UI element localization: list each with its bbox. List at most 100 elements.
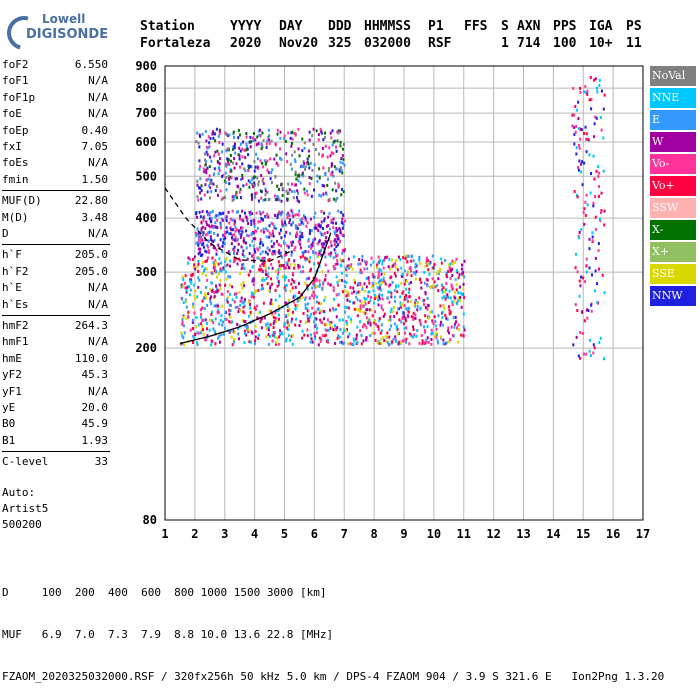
- echo-point: [184, 274, 187, 278]
- echo-point: [197, 331, 200, 335]
- echo-point: [212, 154, 215, 158]
- echo-point: [235, 295, 238, 299]
- echo-point: [594, 215, 597, 219]
- echo-point: [244, 319, 247, 323]
- echo-point: [430, 310, 433, 314]
- echo-point: [206, 245, 209, 249]
- header-row1-cell-1: YYYY: [230, 19, 262, 34]
- echo-point: [584, 125, 587, 129]
- echo-point: [195, 325, 198, 329]
- echo-point: [343, 163, 346, 167]
- echo-point: [253, 291, 256, 295]
- echo-point: [342, 213, 345, 217]
- echo-point: [238, 324, 241, 328]
- echo-point: [215, 284, 218, 288]
- echo-point: [259, 189, 262, 193]
- echo-point: [351, 343, 354, 347]
- echo-point: [247, 166, 250, 170]
- echo-point: [248, 185, 251, 189]
- echo-point: [292, 295, 295, 299]
- echo-point: [200, 197, 203, 201]
- echo-point: [243, 300, 246, 304]
- echo-point: [357, 282, 360, 286]
- echo-point: [229, 259, 232, 263]
- echo-point: [597, 194, 600, 198]
- param-row: foF1 N/A: [2, 74, 108, 91]
- echo-point: [337, 243, 340, 247]
- echo-point: [365, 316, 368, 320]
- echo-point: [343, 341, 346, 345]
- echo-point: [206, 178, 209, 182]
- echo-point: [275, 161, 278, 165]
- echo-point: [302, 160, 305, 164]
- echo-point: [287, 131, 290, 135]
- echo-point: [210, 216, 213, 220]
- echo-point: [371, 281, 374, 285]
- echo-point: [403, 304, 406, 308]
- echo-point: [206, 278, 209, 282]
- echo-point: [239, 303, 242, 307]
- header-row1-cell-3: DDD: [328, 19, 352, 34]
- echo-point: [266, 168, 269, 172]
- param-value: N/A: [88, 74, 108, 88]
- param-key: MUF(D): [2, 194, 42, 208]
- echo-point: [372, 275, 375, 279]
- echo-point: [208, 318, 211, 322]
- echo-point: [228, 177, 231, 181]
- echo-point: [216, 185, 219, 189]
- echo-point: [277, 187, 280, 191]
- echo-point: [335, 240, 338, 244]
- echo-point: [393, 322, 396, 326]
- echo-point: [212, 261, 215, 265]
- echo-point: [380, 341, 383, 345]
- echo-point: [430, 328, 433, 332]
- echo-point: [272, 315, 275, 319]
- echo-point: [283, 234, 286, 238]
- echo-point: [284, 313, 287, 317]
- echo-point: [293, 263, 296, 267]
- echo-point: [378, 295, 381, 299]
- echo-point: [463, 275, 466, 279]
- echo-point: [253, 181, 256, 185]
- echo-point: [181, 275, 184, 279]
- echo-point: [405, 279, 408, 283]
- echo-point: [215, 290, 218, 294]
- echo-point: [266, 229, 269, 233]
- echo-point: [340, 271, 343, 275]
- echo-point: [341, 171, 344, 175]
- echo-point: [259, 320, 262, 324]
- echo-point: [218, 132, 221, 136]
- echo-point: [277, 260, 280, 264]
- echo-point: [327, 328, 330, 332]
- echo-point: [416, 304, 419, 308]
- echo-point: [201, 319, 204, 323]
- echo-point: [331, 129, 334, 133]
- echo-point: [260, 240, 263, 244]
- echo-point: [274, 227, 277, 231]
- echo-point: [315, 278, 318, 282]
- header-row1-cell-7: S: [501, 19, 509, 34]
- echo-point: [382, 266, 385, 270]
- echo-point: [393, 288, 396, 292]
- echo-point: [199, 290, 202, 294]
- echo-point: [198, 167, 201, 171]
- echo-point: [244, 332, 247, 336]
- echo-point: [260, 147, 263, 151]
- echo-point: [332, 152, 335, 156]
- echo-point: [589, 338, 592, 342]
- echo-point: [405, 337, 408, 341]
- echo-point: [213, 167, 216, 171]
- param-key: D: [2, 227, 9, 240]
- echo-point: [331, 170, 334, 174]
- echo-point: [347, 315, 350, 319]
- echo-point: [312, 251, 315, 255]
- echo-point: [238, 133, 241, 137]
- echo-point: [335, 245, 338, 249]
- echo-point: [226, 230, 229, 234]
- echo-point: [376, 324, 379, 328]
- echo-point: [599, 336, 602, 340]
- echo-point: [305, 257, 308, 261]
- echo-point: [201, 233, 204, 237]
- echo-point: [446, 329, 449, 333]
- echo-point: [197, 262, 200, 266]
